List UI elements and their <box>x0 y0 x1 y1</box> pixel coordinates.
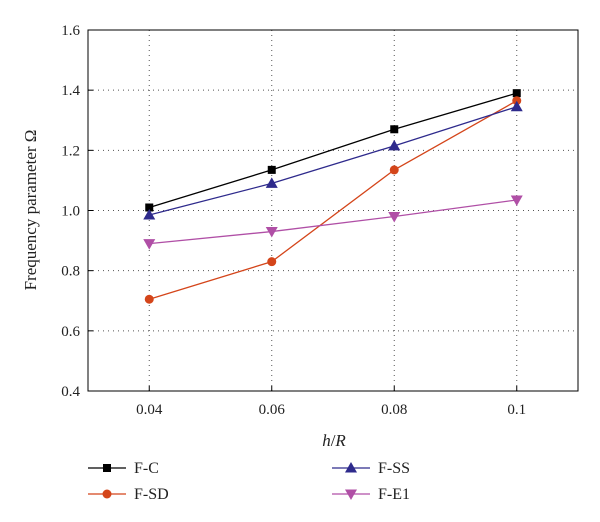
legend-item-f-e1: F-E1 <box>332 486 410 503</box>
y-tick-label: 1.4 <box>61 83 80 99</box>
series-f-c <box>145 89 521 212</box>
x-tick-labels: 0.04 0.06 0.08 0.1 <box>136 402 526 418</box>
legend-item-f-c: F-C <box>88 460 159 477</box>
series-line <box>149 92 517 209</box>
data-point <box>512 96 522 106</box>
y-tick-label: 1.0 <box>61 204 80 220</box>
legend: F-C F-SD F-SS F-E1 <box>88 460 410 503</box>
legend-item-f-ss: F-SS <box>332 460 410 477</box>
data-point <box>143 209 156 220</box>
series-f-e1 <box>143 195 523 250</box>
series-f-sd <box>144 96 522 304</box>
grid-lines <box>88 29 578 392</box>
legend-label: F-C <box>134 460 159 477</box>
y-tick-labels: 0.4 0.6 0.8 1.0 1.2 1.4 1.6 <box>61 23 80 400</box>
x-tick-label: 0.08 <box>381 402 407 418</box>
y-tick-label: 1.2 <box>61 143 80 159</box>
y-tick-label: 0.6 <box>61 324 80 340</box>
data-point <box>510 100 523 112</box>
data-point <box>265 177 278 188</box>
x-tick-label: 0.04 <box>136 402 163 418</box>
legend-marker <box>103 464 111 472</box>
x-axis-label: h/R <box>322 431 346 450</box>
data-point <box>390 125 399 134</box>
y-tick-label: 0.4 <box>61 384 80 400</box>
data-point <box>510 195 523 206</box>
legend-marker <box>345 462 357 473</box>
x-axis-label-r: R <box>334 431 346 450</box>
data-point <box>389 165 399 175</box>
legend-label: F-E1 <box>378 486 410 503</box>
data-point <box>388 139 401 151</box>
legend-item-f-sd: F-SD <box>88 486 169 503</box>
data-point <box>267 257 277 267</box>
series-line <box>149 106 517 216</box>
x-tick-label: 0.1 <box>507 402 526 418</box>
y-tick-label: 1.6 <box>61 23 80 39</box>
data-point <box>512 89 521 98</box>
legend-marker <box>345 489 357 500</box>
x-axis-label-sep: / <box>331 431 336 450</box>
data-point <box>267 165 276 174</box>
series-layer <box>143 89 523 304</box>
legend-label: F-SS <box>378 460 410 477</box>
x-axis-label-h: h <box>322 431 331 450</box>
y-axis-label: Frequency parameter Ω <box>21 130 40 291</box>
data-point <box>143 239 156 250</box>
x-tick-label: 0.06 <box>259 402 286 418</box>
data-point <box>145 203 154 212</box>
data-point <box>265 227 278 238</box>
legend-marker <box>102 489 112 499</box>
legend-label: F-SD <box>134 486 169 503</box>
series-f-ss <box>143 100 523 220</box>
data-point <box>144 294 154 304</box>
series-line <box>149 100 518 300</box>
series-line <box>149 199 517 245</box>
plot-frame <box>87 29 579 392</box>
y-tick-label: 0.8 <box>61 264 80 280</box>
data-point <box>388 212 401 223</box>
